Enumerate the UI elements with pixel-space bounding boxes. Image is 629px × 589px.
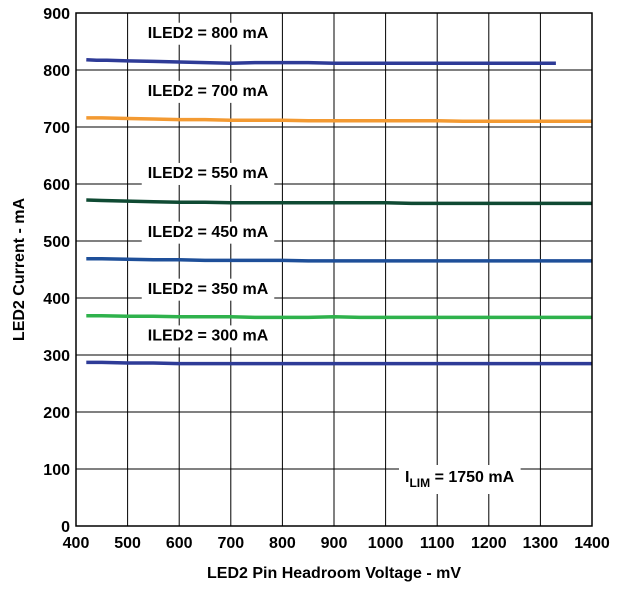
series-label: ILED2 = 800 mA <box>148 25 269 42</box>
series-line <box>86 116 592 124</box>
y-tick-label: 100 <box>43 462 70 479</box>
y-tick-label: 400 <box>43 291 70 308</box>
x-tick-label: 400 <box>63 535 90 552</box>
series-label-background <box>141 221 275 244</box>
series-label-background <box>141 278 275 301</box>
x-axis-label: LED2 Pin Headroom Voltage - mV <box>207 565 461 582</box>
series-label: ILED2 = 450 mA <box>148 224 269 241</box>
x-tick-label: 600 <box>166 535 193 552</box>
y-tick-label: 800 <box>43 63 70 80</box>
series-label-background <box>141 80 275 103</box>
series-label-background <box>141 325 275 348</box>
series-line <box>86 256 592 263</box>
y-tick-label: 700 <box>43 120 70 137</box>
x-tick-label: 900 <box>321 535 348 552</box>
annotation-rest: = 1750 mA <box>430 469 515 486</box>
x-tick-label: 1200 <box>471 535 507 552</box>
series-label-background <box>141 162 275 185</box>
y-tick-label: 200 <box>43 405 70 422</box>
y-tick-label: 600 <box>43 177 70 194</box>
x-tick-label: 1400 <box>574 535 610 552</box>
annotation-sub: LIM <box>409 476 430 490</box>
series-label: ILED2 = 700 mA <box>148 83 269 100</box>
y-tick-label: 300 <box>43 348 70 365</box>
plot-frame <box>75 12 593 527</box>
x-tick-labels: 400 500 600 700 800 900 1000 1100 1200 1300 1400 <box>63 535 610 552</box>
series-line <box>86 313 592 320</box>
limit-annotation: ILIM = 1750 mA <box>399 465 521 494</box>
y-tick-labels: 0 100 200 300 400 500 600 700 800 900 <box>43 6 70 536</box>
y-tick-label: 0 <box>61 519 70 536</box>
x-tick-label: 500 <box>114 535 141 552</box>
annotation-text: ILIM = 1750 mA <box>405 469 515 490</box>
series-labels: ILED2 = 800 mA ILED2 = 700 mA ILED2 = 550 … <box>141 22 275 348</box>
y-tick-label: 500 <box>43 234 70 251</box>
series-label-background <box>141 22 275 45</box>
annotation-main: I <box>405 469 409 486</box>
series-line <box>86 360 592 366</box>
series-label: ILED2 = 300 mA <box>148 328 269 345</box>
annotation-background <box>399 465 521 494</box>
series-lines <box>86 57 592 366</box>
y-axis-label: LED2 Current - mA <box>11 197 28 341</box>
series-label: ILED2 = 550 mA <box>148 165 269 182</box>
x-tick-label: 1300 <box>523 535 559 552</box>
x-tick-label: 1100 <box>420 535 455 552</box>
series-line <box>86 57 556 65</box>
x-tick-label: 1000 <box>368 535 404 552</box>
x-tick-label: 700 <box>217 535 244 552</box>
x-tick-label: 800 <box>269 535 296 552</box>
series-label: ILED2 = 350 mA <box>148 281 269 298</box>
y-tick-label: 900 <box>43 6 70 23</box>
series-line <box>86 198 592 206</box>
